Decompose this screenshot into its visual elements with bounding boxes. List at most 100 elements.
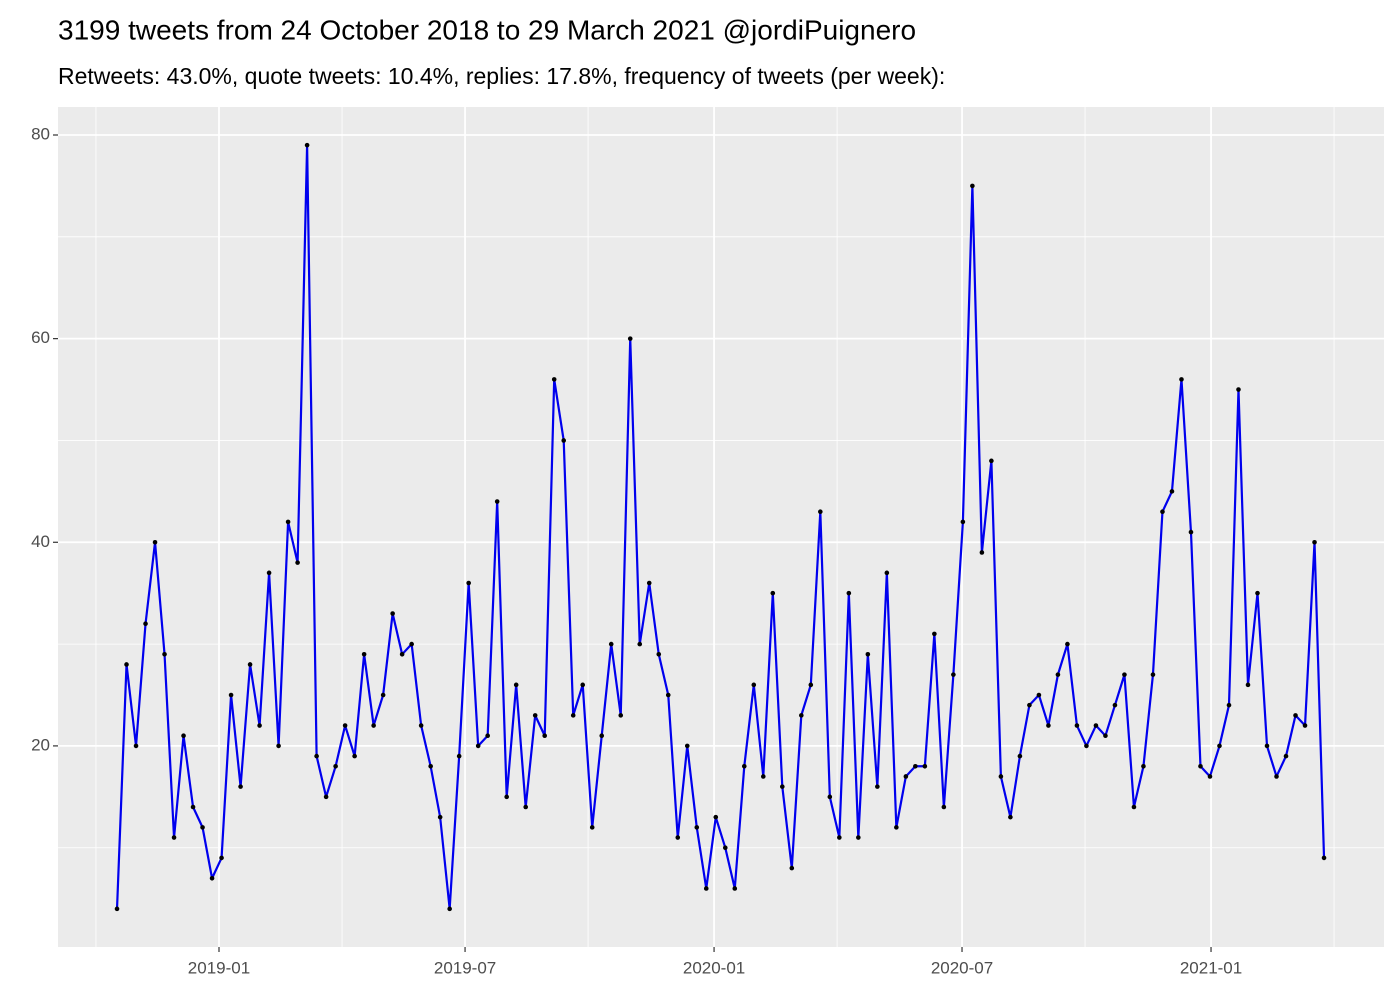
data-point — [276, 743, 281, 749]
data-point — [390, 611, 395, 616]
data-point — [1188, 529, 1194, 535]
data-point — [1160, 509, 1165, 515]
data-point — [1236, 387, 1241, 392]
data-point — [523, 804, 528, 810]
data-point — [1141, 763, 1146, 769]
data-point — [722, 845, 728, 851]
data-point — [903, 774, 909, 779]
data-point — [190, 804, 196, 810]
data-point — [371, 723, 376, 728]
data-point — [827, 794, 833, 800]
data-point — [589, 825, 595, 830]
chart-title: 3199 tweets from 24 October 2018 to 29 M… — [58, 14, 916, 45]
data-point — [1207, 774, 1213, 779]
data-point — [1036, 692, 1042, 698]
data-point — [399, 651, 405, 657]
data-point — [1084, 743, 1089, 749]
data-point — [789, 865, 795, 871]
data-point — [989, 458, 994, 464]
data-point — [580, 682, 586, 688]
data-point — [760, 774, 766, 779]
data-point — [1198, 763, 1203, 769]
data-point — [466, 580, 471, 586]
data-point — [1046, 723, 1051, 728]
data-point — [418, 723, 424, 728]
data-point — [960, 519, 966, 525]
data-point — [542, 733, 548, 739]
data-point — [1065, 641, 1070, 647]
y-tick-label: 60 — [31, 328, 50, 347]
data-point — [209, 875, 215, 881]
data-point — [1122, 672, 1127, 677]
data-point — [447, 906, 452, 912]
chart-subtitle: Retweets: 43.0%, quote tweets: 10.4%, re… — [58, 63, 945, 89]
data-point — [181, 733, 186, 739]
data-point — [1008, 814, 1013, 820]
data-point — [238, 784, 243, 789]
y-tick-label: 40 — [31, 532, 50, 551]
data-point — [970, 183, 975, 189]
data-point — [1226, 702, 1232, 708]
data-point — [1150, 672, 1156, 677]
data-point — [884, 570, 890, 576]
data-point — [1312, 539, 1317, 545]
data-point — [171, 835, 177, 840]
data-point — [342, 723, 348, 728]
data-point — [361, 651, 367, 657]
data-point — [837, 835, 842, 840]
data-point — [200, 825, 205, 830]
data-point — [475, 743, 481, 749]
data-point — [684, 743, 690, 749]
data-point — [1302, 723, 1308, 728]
data-point — [1245, 682, 1251, 688]
data-point — [1055, 672, 1061, 677]
data-point — [428, 763, 433, 769]
y-tick-label: 20 — [31, 735, 50, 754]
data-point — [133, 743, 139, 749]
data-point — [922, 763, 928, 769]
data-point — [665, 692, 671, 698]
data-point — [732, 886, 738, 891]
data-point — [1074, 723, 1080, 728]
x-tick-label: 2019-01 — [188, 958, 250, 977]
data-point — [437, 814, 443, 820]
data-point — [1179, 377, 1184, 382]
data-point — [1293, 713, 1298, 718]
data-point — [323, 794, 329, 800]
data-point — [808, 682, 814, 688]
data-point — [247, 662, 253, 667]
data-point — [608, 641, 614, 647]
data-point — [799, 713, 804, 718]
data-point — [143, 621, 148, 627]
data-point — [703, 886, 709, 891]
series-line — [115, 144, 1326, 910]
x-tick-label: 2019-07 — [434, 958, 496, 977]
data-point — [932, 631, 937, 637]
data-point — [504, 794, 509, 800]
data-point — [485, 733, 490, 739]
data-point — [618, 713, 624, 718]
data-point — [228, 692, 234, 698]
data-point — [913, 763, 918, 769]
data-point — [1264, 743, 1270, 749]
data-point — [656, 651, 662, 657]
data-point — [1217, 743, 1222, 749]
data-point — [295, 560, 300, 565]
data-point — [333, 763, 338, 769]
data-point — [941, 804, 947, 810]
data-point — [114, 906, 120, 912]
data-point — [751, 682, 757, 688]
data-point — [532, 713, 538, 718]
data-point — [637, 641, 643, 647]
data-point — [865, 651, 871, 657]
data-point — [951, 672, 956, 677]
data-point — [713, 814, 719, 820]
data-point — [1169, 489, 1175, 494]
data-point — [646, 580, 652, 586]
y-tick-label: 80 — [31, 124, 50, 143]
data-point — [285, 519, 291, 525]
data-point — [856, 835, 861, 840]
data-point — [257, 723, 262, 728]
data-point — [561, 438, 567, 443]
